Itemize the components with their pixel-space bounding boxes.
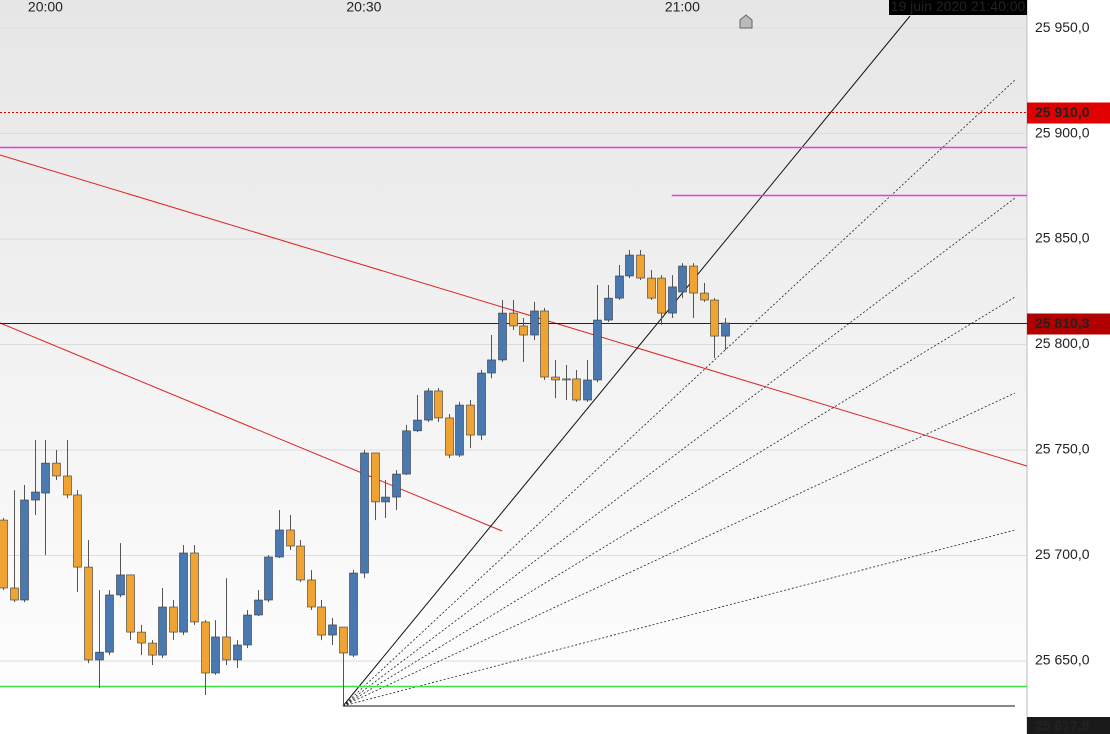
- candle-body: [73, 494, 82, 568]
- low-label-box: [1027, 717, 1110, 734]
- candle-body: [148, 642, 157, 656]
- candle-body: [0, 519, 8, 589]
- candle-body: [211, 636, 220, 674]
- candle-body: [413, 419, 422, 432]
- candle-body: [381, 496, 390, 503]
- candle-body: [583, 379, 592, 401]
- candle-body: [625, 254, 634, 277]
- candle-body: [721, 322, 730, 337]
- candle-body: [116, 574, 125, 596]
- y-tick-label: 25 850,0: [1035, 230, 1090, 246]
- candle-body: [233, 644, 242, 661]
- candle-body: [339, 626, 348, 654]
- candle-body: [63, 475, 72, 496]
- candle-body: [201, 621, 210, 674]
- candles-layer: [0, 250, 730, 706]
- trend-line: [0, 322, 503, 532]
- candle-body: [540, 310, 549, 378]
- candle-body: [169, 606, 178, 633]
- candle-body: [572, 378, 581, 401]
- price-label: 25 810,3: [1035, 315, 1090, 331]
- candle-body: [604, 297, 613, 321]
- candle-body: [158, 606, 167, 656]
- cursor-time: 19 juin 2020 21:40:00: [891, 0, 1026, 14]
- price-label-box: [1027, 313, 1110, 335]
- candle-body: [424, 390, 433, 421]
- candle-body: [466, 404, 475, 436]
- fan-line: [342, 15, 911, 707]
- home-icon[interactable]: [739, 14, 753, 29]
- candle-body: [371, 452, 380, 503]
- candle-body: [126, 574, 135, 633]
- candle-body: [455, 404, 464, 456]
- candle-body: [105, 594, 114, 653]
- candle-body: [20, 499, 29, 601]
- candle-body: [678, 265, 687, 293]
- x-tick-label: 20:00: [28, 0, 63, 15]
- candle-body: [593, 319, 602, 381]
- candle-body: [41, 462, 50, 494]
- fan-line: [342, 79, 1016, 707]
- candle-body: [264, 556, 273, 601]
- x-tick-label: 20:30: [346, 0, 381, 15]
- candle-body: [551, 376, 560, 381]
- candle-body: [52, 462, 61, 477]
- drawings: [0, 14, 1028, 707]
- candle-body: [668, 286, 677, 314]
- y-tick-label: 25 700,0: [1035, 546, 1090, 562]
- candle-body: [615, 275, 624, 299]
- fan-line: [342, 296, 1016, 707]
- candle-body: [349, 572, 358, 656]
- candle-body: [137, 631, 146, 644]
- candle-body: [328, 624, 337, 636]
- candle-body: [95, 651, 104, 661]
- candle-body: [84, 566, 93, 661]
- candle-body: [487, 359, 496, 374]
- candle-body: [31, 491, 40, 501]
- candle-body: [710, 299, 719, 337]
- candle-body: [307, 579, 316, 608]
- y-tick-label: 25 800,0: [1035, 335, 1090, 351]
- candle-body: [498, 312, 507, 361]
- candle-body: [402, 430, 411, 475]
- candle-body: [317, 606, 326, 636]
- candle-body: [530, 310, 539, 336]
- candle-body: [689, 265, 698, 294]
- candle-body: [657, 277, 666, 314]
- y-tick-label: 25 900,0: [1035, 124, 1090, 140]
- candle-body: [286, 529, 295, 547]
- y-tick-label: 25 950,0: [1035, 19, 1090, 35]
- plot-background: [0, 0, 1027, 734]
- candle-body: [222, 636, 231, 661]
- candle-body: [509, 312, 518, 327]
- candle-body: [275, 529, 284, 558]
- candle-body: [519, 325, 528, 336]
- price-label: 25 910,0: [1035, 104, 1090, 120]
- candle-body: [190, 552, 199, 623]
- low-label: 25 617,8: [1035, 718, 1090, 734]
- candle-body: [636, 254, 645, 279]
- candle-body: [254, 599, 263, 616]
- candle-body: [477, 372, 486, 436]
- candle-body: [392, 473, 401, 498]
- y-tick-label: 25 750,0: [1035, 441, 1090, 457]
- candle-body: [700, 292, 709, 301]
- fan-line: [342, 392, 1016, 707]
- candle-body: [296, 545, 305, 581]
- x-tick-label: 21:00: [665, 0, 700, 15]
- candle-body: [243, 614, 252, 646]
- price-label-box: [1027, 102, 1110, 124]
- candle-body: [445, 417, 454, 456]
- y-tick-label: 25 650,0: [1035, 652, 1090, 668]
- candle-body: [179, 552, 188, 633]
- fan-line: [342, 197, 1016, 707]
- candle-body: [360, 452, 369, 574]
- labels-layer: 25 650,0 25 700,0 25 750,0 25 800,0 25 850,0…: [28, 0, 1110, 734]
- cursor-time-box: [889, 0, 1027, 15]
- candle-body: [434, 390, 443, 419]
- candle-body: [647, 277, 656, 299]
- candle-body: [562, 378, 571, 381]
- candle-body: [10, 587, 19, 601]
